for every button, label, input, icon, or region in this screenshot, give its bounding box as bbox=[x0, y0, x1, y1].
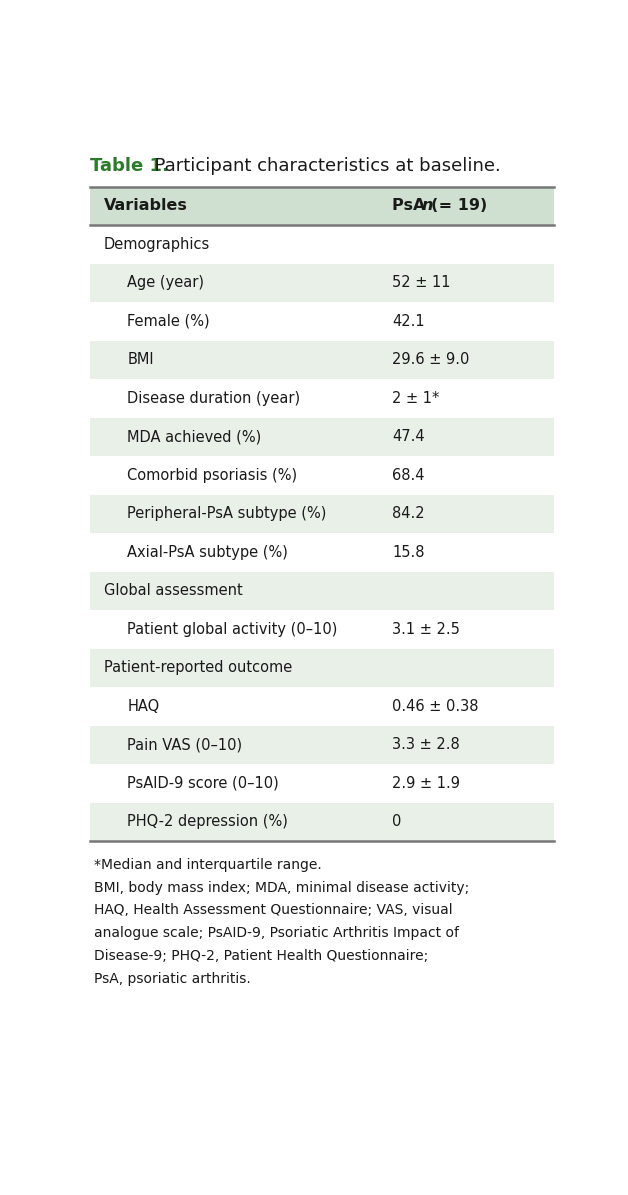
Text: 0: 0 bbox=[392, 814, 402, 829]
Text: Table 1.: Table 1. bbox=[90, 158, 169, 176]
Bar bbox=[90, 571, 553, 609]
Text: 2.9 ± 1.9: 2.9 ± 1.9 bbox=[392, 776, 460, 791]
Text: 42.1: 42.1 bbox=[392, 314, 425, 329]
Text: BMI: BMI bbox=[127, 353, 154, 367]
Text: Comorbid psoriasis (%): Comorbid psoriasis (%) bbox=[127, 467, 298, 483]
Bar bbox=[90, 764, 553, 803]
Text: Disease-9; PHQ-2, Patient Health Questionnaire;: Disease-9; PHQ-2, Patient Health Questio… bbox=[94, 949, 428, 963]
Text: Patient global activity (0–10): Patient global activity (0–10) bbox=[127, 621, 338, 637]
Bar bbox=[90, 649, 553, 687]
Text: PHQ-2 depression (%): PHQ-2 depression (%) bbox=[127, 814, 288, 829]
Text: PsA (: PsA ( bbox=[392, 198, 438, 213]
Bar bbox=[90, 456, 553, 495]
Text: *Median and interquartile range.: *Median and interquartile range. bbox=[94, 858, 322, 872]
Text: n: n bbox=[421, 198, 433, 213]
Text: Demographics: Demographics bbox=[104, 237, 210, 252]
Text: Variables: Variables bbox=[104, 198, 188, 213]
Bar bbox=[90, 495, 553, 533]
Text: 47.4: 47.4 bbox=[392, 429, 425, 445]
Text: 15.8: 15.8 bbox=[392, 545, 425, 559]
Text: 52 ± 11: 52 ± 11 bbox=[392, 275, 451, 290]
Text: Axial-PsA subtype (%): Axial-PsA subtype (%) bbox=[127, 545, 288, 559]
Bar bbox=[90, 803, 553, 841]
Text: Peripheral-PsA subtype (%): Peripheral-PsA subtype (%) bbox=[127, 507, 327, 521]
Text: PsA, psoriatic arthritis.: PsA, psoriatic arthritis. bbox=[94, 972, 251, 986]
Text: = 19): = 19) bbox=[433, 198, 487, 213]
Bar bbox=[90, 341, 553, 379]
Text: 3.3 ± 2.8: 3.3 ± 2.8 bbox=[392, 737, 460, 753]
Bar bbox=[90, 264, 553, 302]
Text: 0.46 ± 0.38: 0.46 ± 0.38 bbox=[392, 699, 479, 713]
Bar bbox=[90, 186, 553, 225]
Bar bbox=[90, 609, 553, 649]
Text: analogue scale; PsAID-9, Psoriatic Arthritis Impact of: analogue scale; PsAID-9, Psoriatic Arthr… bbox=[94, 926, 459, 940]
Text: Patient-reported outcome: Patient-reported outcome bbox=[104, 661, 292, 675]
Bar bbox=[90, 687, 553, 725]
Text: MDA achieved (%): MDA achieved (%) bbox=[127, 429, 262, 445]
Bar bbox=[90, 302, 553, 341]
Bar bbox=[90, 225, 553, 264]
Text: Age (year): Age (year) bbox=[127, 275, 204, 290]
Text: HAQ: HAQ bbox=[127, 699, 160, 713]
Text: Participant characteristics at baseline.: Participant characteristics at baseline. bbox=[143, 158, 501, 176]
Bar bbox=[90, 725, 553, 764]
Text: 2 ± 1*: 2 ± 1* bbox=[392, 391, 440, 406]
Text: 68.4: 68.4 bbox=[392, 467, 425, 483]
Text: PsAID-9 score (0–10): PsAID-9 score (0–10) bbox=[127, 776, 279, 791]
Text: Disease duration (year): Disease duration (year) bbox=[127, 391, 300, 406]
Text: BMI, body mass index; MDA, minimal disease activity;: BMI, body mass index; MDA, minimal disea… bbox=[94, 881, 469, 895]
Text: Female (%): Female (%) bbox=[127, 314, 210, 329]
Bar bbox=[90, 379, 553, 417]
Text: HAQ, Health Assessment Questionnaire; VAS, visual: HAQ, Health Assessment Questionnaire; VA… bbox=[94, 903, 453, 918]
Text: 3.1 ± 2.5: 3.1 ± 2.5 bbox=[392, 621, 460, 637]
Bar bbox=[90, 533, 553, 571]
Text: 29.6 ± 9.0: 29.6 ± 9.0 bbox=[392, 353, 470, 367]
Text: Pain VAS (0–10): Pain VAS (0–10) bbox=[127, 737, 242, 753]
Bar bbox=[90, 417, 553, 456]
Text: Global assessment: Global assessment bbox=[104, 583, 243, 599]
Text: 84.2: 84.2 bbox=[392, 507, 425, 521]
